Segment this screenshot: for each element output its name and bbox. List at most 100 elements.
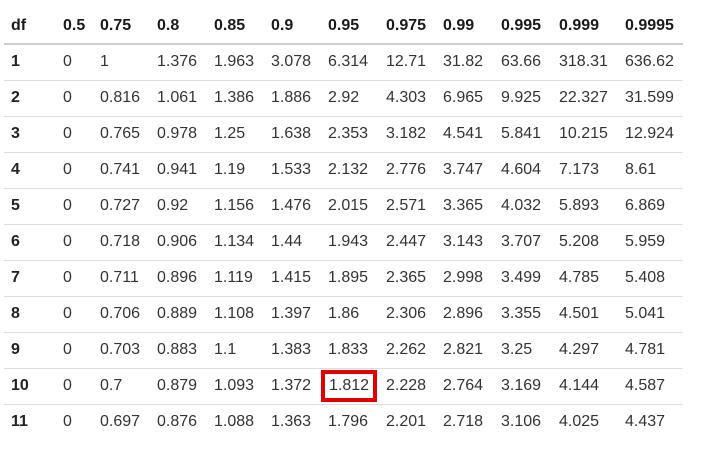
table-cell: 1.476 — [271, 197, 312, 214]
table-cell: 1.25 — [214, 125, 246, 142]
table-cell: 0.741 — [100, 161, 141, 178]
table-cell: 5.408 — [625, 269, 666, 286]
table-cell: 22.327 — [559, 89, 608, 106]
table-cell: 1.363 — [271, 413, 312, 431]
table-cell: 636.62 — [625, 53, 674, 71]
table-row: 2 0 0.816 1.061 1.386 1.886 2.92 4.303 6.965 9.92… — [4, 80, 683, 116]
column-header-0-9: 0.9 — [271, 16, 294, 34]
row-header-df: 5 — [11, 197, 20, 214]
table-cell: 0.978 — [157, 125, 198, 142]
table-cell: 3.355 — [501, 305, 542, 322]
row-header-df: 11 — [11, 413, 28, 431]
row-header-df: 6 — [11, 233, 20, 250]
table-cell: 2.228 — [386, 377, 427, 394]
row-header-df: 10 — [11, 377, 29, 394]
table-cell: 1.119 — [214, 269, 253, 286]
table-row: 7 0 0.711 0.896 1.119 1.415 1.895 2.365 2.998 3.4… — [4, 260, 683, 296]
table-cell: 4.587 — [625, 377, 666, 394]
table-cell: 2.821 — [443, 341, 484, 358]
table-cell: 1.533 — [271, 161, 312, 178]
table-cell: 3.25 — [501, 341, 533, 358]
table-cell: 3.078 — [271, 53, 312, 71]
table-cell: 318.31 — [559, 53, 608, 71]
table-row: 11 0 0.697 0.876 1.088 1.363 1.796 2.201 2.718 3.… — [4, 404, 683, 440]
table-cell: 0 — [63, 89, 72, 106]
highlighted-cell: 1.812 — [320, 368, 379, 404]
table-cell: 1.386 — [214, 89, 255, 106]
table-cell: 4.501 — [559, 305, 600, 322]
t-distribution-table: df 0.5 0.75 0.8 0.85 0.9 0.95 0.975 0.99 0.995 0.9… — [4, 8, 683, 440]
table-cell: 1.796 — [328, 413, 369, 431]
table-cell: 4.297 — [559, 341, 600, 358]
row-header-df: 3 — [11, 125, 20, 142]
table-cell: 1.156 — [214, 197, 255, 214]
table-cell: 0.889 — [157, 305, 198, 322]
table-row: 10 0 0.7 0.879 1.093 1.372 1.812 2.228 2.764 3.16… — [4, 368, 683, 404]
table-cell: 0.697 — [100, 413, 141, 431]
table-cell: 6.965 — [443, 89, 484, 106]
table-cell: 10.215 — [559, 125, 608, 142]
table-cell: 2.201 — [386, 413, 427, 431]
table-cell: 5.841 — [501, 125, 542, 142]
row-header-df: 7 — [11, 269, 20, 286]
table-cell: 0 — [63, 305, 72, 322]
table-cell: 0 — [63, 125, 72, 142]
row-header-df: 8 — [11, 305, 20, 322]
table-cell: 1.397 — [271, 305, 312, 322]
table-cell: 1.134 — [214, 233, 255, 250]
table-cell: 2.132 — [328, 161, 369, 178]
table-cell: 3.182 — [386, 125, 427, 142]
column-header-0-75: 0.75 — [100, 16, 132, 34]
table-cell: 1.895 — [328, 269, 369, 286]
table-cell: 0.941 — [157, 161, 198, 178]
table-cell: 0.706 — [100, 305, 141, 322]
column-header-0-85: 0.85 — [214, 16, 246, 34]
table-cell: 1.638 — [271, 125, 312, 142]
table-cell: 1.383 — [271, 341, 312, 358]
table-cell: 1.1 — [214, 341, 237, 358]
table-cell: 1.093 — [214, 377, 255, 394]
table-cell: 4.437 — [625, 413, 666, 431]
table-cell: 5.893 — [559, 197, 600, 214]
row-header-df: 2 — [11, 89, 20, 106]
column-header-df: df — [11, 16, 27, 34]
table-cell: 0.718 — [100, 233, 141, 250]
table-cell: 0 — [63, 233, 72, 250]
table-cell: 4.144 — [559, 377, 600, 394]
table-cell: 2.306 — [386, 305, 427, 322]
table-cell: 4.785 — [559, 269, 600, 286]
table-cell: 3.143 — [443, 233, 484, 250]
table-cell: 2.262 — [386, 341, 427, 358]
table-cell: 2.998 — [443, 269, 484, 286]
table-cell: 8.61 — [625, 161, 657, 178]
table-cell: 1.833 — [328, 341, 369, 358]
table-cell: 1 — [100, 53, 109, 71]
table-cell: 2.718 — [443, 413, 484, 431]
table-cell: 5.959 — [625, 233, 666, 250]
table-cell: 1.108 — [214, 305, 255, 322]
table-cell: 0.879 — [157, 377, 198, 394]
table-cell: 1.19 — [214, 161, 246, 178]
table-row: 9 0 0.703 0.883 1.1 1.383 1.833 2.262 2.821 3.25 4… — [4, 332, 683, 368]
table-cell: 0.906 — [157, 233, 198, 250]
table-cell: 5.208 — [559, 233, 600, 250]
table-cell: 0.711 — [100, 269, 139, 286]
table-cell: 7.173 — [559, 161, 600, 178]
table-cell: 0 — [63, 377, 72, 394]
table-cell: 31.82 — [443, 53, 484, 71]
table-cell: 0.765 — [100, 125, 141, 142]
column-header-0-95: 0.95 — [328, 16, 360, 34]
table-cell: 1.088 — [214, 413, 255, 431]
table-cell: 2.92 — [328, 89, 360, 106]
table-cell: 4.303 — [386, 89, 427, 106]
table-cell: 31.599 — [625, 89, 674, 106]
table-cell: 0.727 — [100, 197, 141, 214]
table-cell: 0 — [63, 269, 72, 286]
table-cell: 12.924 — [625, 125, 674, 142]
column-header-0-5: 0.5 — [63, 16, 86, 34]
table-cell: 0 — [63, 341, 72, 358]
table-cell: 2.776 — [386, 161, 427, 178]
table-row: 3 0 0.765 0.978 1.25 1.638 2.353 3.182 4.541 5.84… — [4, 116, 683, 152]
column-header-0-975: 0.975 — [386, 16, 427, 34]
table-cell: 5.041 — [625, 305, 666, 322]
